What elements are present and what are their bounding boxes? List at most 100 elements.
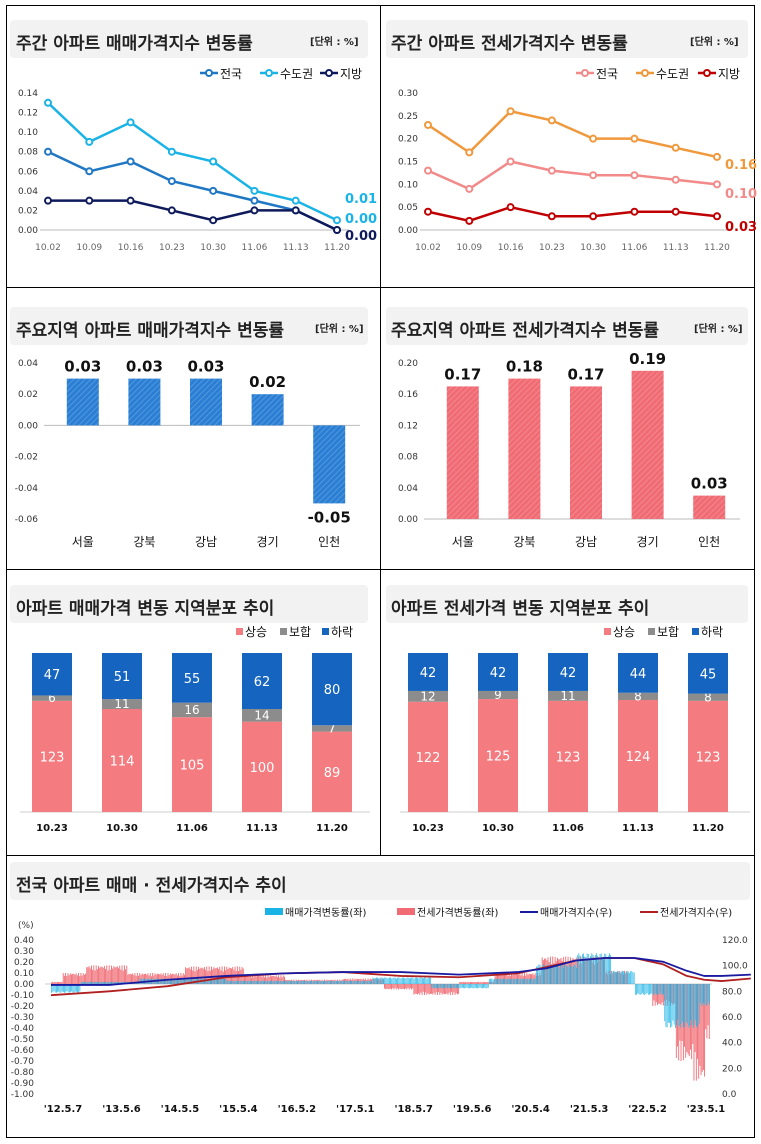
- jeonse-change-bar: [527, 974, 529, 984]
- segment-value-label: 123: [696, 750, 721, 765]
- jeonse-change-bar: [460, 981, 462, 984]
- jeonse-change-bar: [472, 981, 474, 984]
- sale-change-bar: [273, 981, 275, 984]
- sale-change-bar: [559, 965, 561, 984]
- sale-change-bar: [425, 977, 427, 984]
- jeonse-change-bar: [195, 966, 197, 984]
- sale-change-bar: [433, 984, 435, 989]
- sale-change-bar: [509, 978, 510, 984]
- data-point: [589, 212, 598, 221]
- data-point: [250, 186, 259, 195]
- sale-change-bar: [520, 978, 522, 984]
- sale-change-bar: [190, 979, 191, 984]
- category-label: 11.13: [622, 823, 654, 834]
- sale-change-bar: [407, 977, 409, 984]
- jeonse-change-bar: [427, 984, 429, 994]
- end-value-label: 0.00: [345, 229, 377, 244]
- jeonse-change-bar: [202, 968, 204, 984]
- sale-change-bar: [410, 977, 411, 984]
- sale-change-bar: [564, 964, 566, 984]
- sale-change-bar: [676, 984, 677, 1026]
- sale-change-bar: [372, 977, 374, 984]
- panel2-chart: 0.30 0.25 0.20 0.15 0.10 0.05 0.00 10.02 10.09 10…: [398, 67, 757, 253]
- x-tick-label: 11.06: [622, 243, 648, 253]
- stack-segment: [618, 699, 658, 812]
- sale-change-bar: [58, 984, 60, 992]
- jeonse-change-bar: [93, 965, 95, 984]
- sale-change-bar: [603, 956, 604, 984]
- jeonse-change-bar: [652, 984, 654, 1006]
- jeonse-change-bar: [126, 965, 128, 984]
- left-y-tick-label: -0.70: [11, 1057, 35, 1067]
- sale-change-bar: [392, 977, 394, 984]
- sale-change-bar: [665, 984, 667, 1027]
- category-label: 경기: [257, 535, 279, 549]
- sale-change-bar: [699, 984, 701, 1004]
- sale-change-bar: [443, 984, 444, 989]
- sale-change-bar: [484, 984, 486, 988]
- sale-change-bar: [584, 956, 586, 984]
- sale-change-bar: [480, 984, 482, 989]
- sale-change-bar: [367, 980, 369, 984]
- segment-value-label: 105: [180, 759, 205, 774]
- sale-change-bar: [52, 984, 54, 993]
- jeonse-change-bar: [80, 973, 82, 984]
- jeonse-change-bar: [462, 981, 464, 984]
- border-bottom: [6, 1137, 755, 1138]
- border-mid-v: [380, 5, 381, 855]
- sale-change-bar: [493, 978, 495, 984]
- right-y-tick-label: 20.0: [722, 1064, 742, 1074]
- sale-change-bar: [518, 979, 520, 984]
- sale-change-bar: [260, 980, 262, 984]
- sale-change-bar: [499, 978, 501, 984]
- sale-change-bar: [706, 984, 708, 1006]
- left-axis-unit: (%): [18, 921, 34, 931]
- stack-segment: [408, 653, 448, 691]
- stack-segment: [172, 717, 212, 812]
- panel5-title-bar: [10, 585, 368, 623]
- bar-value-label: -0.05: [308, 508, 351, 526]
- segment-value-label: 7: [328, 721, 336, 735]
- panel3-title-bar: [10, 307, 368, 345]
- jeonse-change-bar: [401, 984, 403, 990]
- jeonse-change-bar: [365, 978, 367, 984]
- sale-change-bar: [423, 978, 424, 984]
- sale-change-bar: [387, 978, 389, 984]
- jeonse-change-bar: [260, 975, 262, 984]
- jeonse-change-bar: [235, 970, 237, 984]
- sale-change-bar: [217, 978, 218, 984]
- left-y-tick-label: -0.80: [11, 1068, 35, 1078]
- sale-change-bar: [90, 981, 91, 984]
- sale-change-bar: [168, 978, 170, 984]
- sale-change-bar: [579, 955, 581, 984]
- stack-segment: [312, 731, 352, 812]
- sale-change-bar: [86, 981, 88, 984]
- data-point: [630, 134, 639, 143]
- sale-change-bar: [104, 981, 105, 984]
- sale-change-bar: [523, 979, 524, 984]
- sale-change-bar: [303, 981, 304, 984]
- sale-change-bar: [625, 971, 627, 984]
- sale-change-bar: [266, 980, 268, 984]
- sale-change-bar: [258, 980, 260, 984]
- sale-change-bar: [118, 981, 120, 984]
- sale-change-bar: [692, 984, 694, 1028]
- stack-segment: [102, 709, 142, 812]
- jeonse-change-bar: [469, 981, 471, 984]
- sale-change-bar: [653, 984, 655, 995]
- jeonse-change-bar: [406, 984, 408, 990]
- sale-change-bar: [405, 978, 407, 984]
- jeonse-change-bar: [83, 974, 85, 984]
- stack-segment: [548, 653, 588, 691]
- sale-change-bar: [631, 970, 633, 984]
- sale-change-bar: [321, 981, 323, 984]
- jeonse-change-bar: [102, 967, 104, 984]
- sale-change-bar: [673, 984, 675, 1025]
- sale-change-bar: [546, 965, 548, 984]
- segment-value-label: 55: [184, 672, 201, 687]
- segment-value-label: 114: [110, 755, 135, 770]
- sale-change-bar: [500, 979, 502, 984]
- sale-change-bar: [330, 981, 331, 984]
- sale-change-bar: [313, 980, 315, 984]
- sale-change-bar: [582, 954, 583, 984]
